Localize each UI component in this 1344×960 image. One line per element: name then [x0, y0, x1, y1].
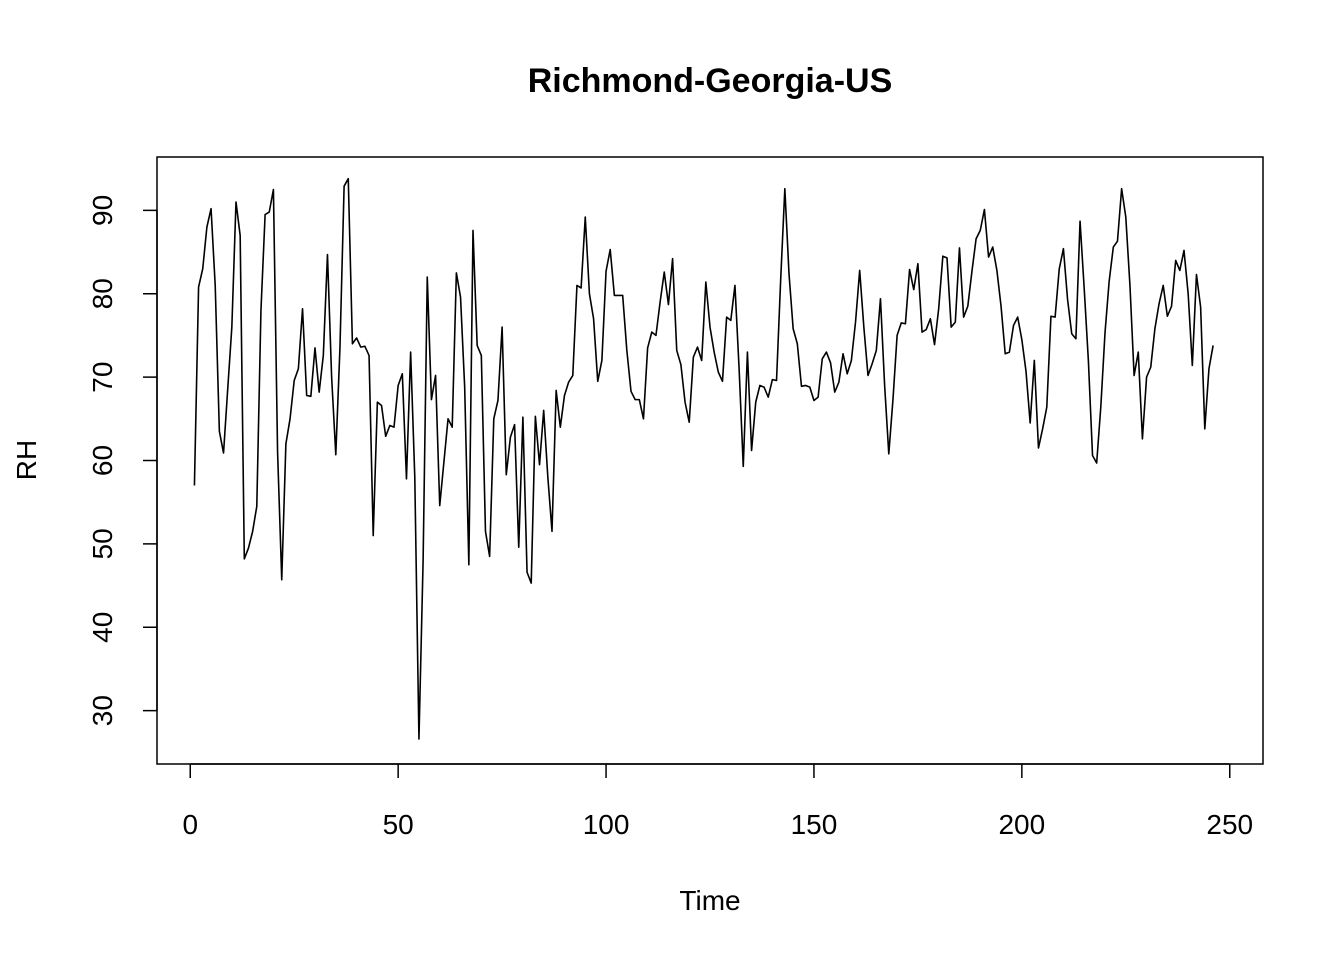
y-tick-label: 70: [87, 362, 118, 393]
x-tick-label: 50: [383, 809, 414, 840]
x-tick-label: 150: [791, 809, 838, 840]
y-tick-label: 40: [87, 612, 118, 643]
y-tick-label: 30: [87, 695, 118, 726]
chart-title: Richmond-Georgia-US: [528, 62, 893, 100]
series-line: [193, 177, 1214, 740]
y-axis-label: RH: [11, 440, 42, 480]
y-axis: 30 40 50 60 70 80 90: [87, 195, 158, 726]
y-tick-label: 60: [87, 445, 118, 476]
y-tick-label: 80: [87, 278, 118, 309]
x-axis-label: Time: [679, 885, 740, 916]
x-tick-label: 100: [583, 809, 630, 840]
x-tick-label: 200: [998, 809, 1045, 840]
y-tick-label: 50: [87, 528, 118, 559]
x-tick-label: 250: [1206, 809, 1253, 840]
x-axis: 0 50 100 150 200 250: [182, 763, 1253, 840]
y-tick-label: 90: [87, 195, 118, 226]
x-tick-label: 0: [182, 809, 198, 840]
